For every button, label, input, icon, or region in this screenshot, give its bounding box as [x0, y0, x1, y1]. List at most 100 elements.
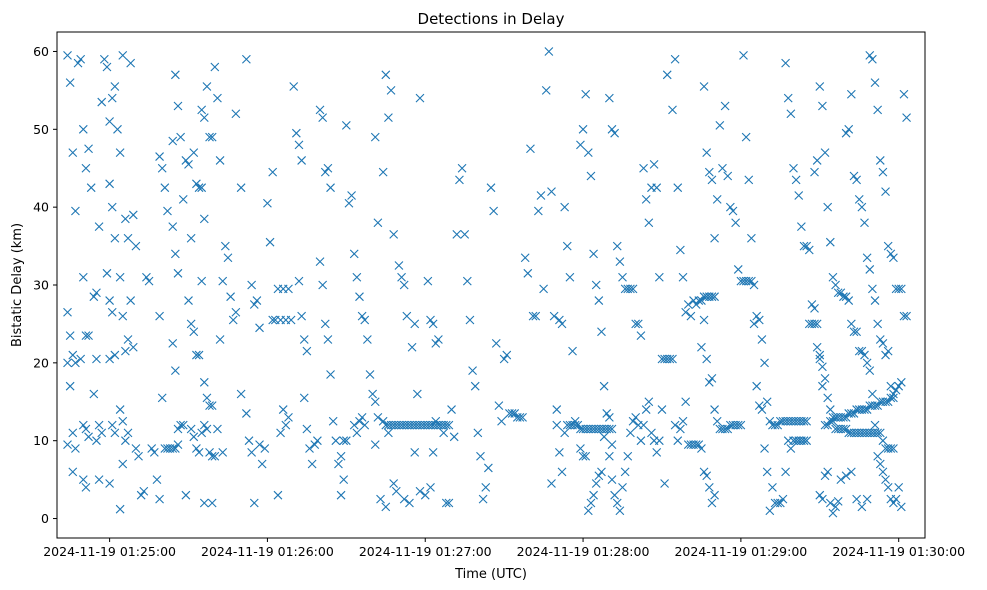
- data-point: [349, 249, 359, 259]
- data-point: [747, 233, 756, 243]
- data-point: [802, 416, 812, 426]
- data-point: [760, 358, 769, 368]
- data-point: [841, 424, 851, 434]
- data-point: [557, 319, 567, 329]
- data-point: [654, 272, 664, 282]
- data-point: [704, 483, 714, 492]
- data-point: [899, 311, 909, 321]
- data-point: [825, 237, 835, 247]
- data-point: [639, 163, 648, 173]
- x-tick-label: 2024-11-19 01:25:00: [43, 544, 176, 559]
- data-point: [675, 424, 685, 434]
- data-point: [760, 444, 769, 453]
- data-point: [583, 506, 593, 516]
- data-point: [618, 483, 627, 492]
- data-point: [65, 78, 75, 87]
- data-point: [68, 148, 78, 158]
- data-point: [815, 354, 825, 364]
- data-point: [68, 428, 78, 438]
- data-point: [636, 331, 646, 340]
- data-point: [576, 140, 585, 150]
- data-point: [228, 315, 238, 325]
- data-point: [444, 498, 454, 508]
- data-point: [536, 191, 546, 200]
- data-point: [889, 253, 898, 263]
- data-point: [147, 444, 157, 453]
- data-point: [376, 494, 385, 504]
- data-point: [526, 144, 535, 154]
- data-point: [120, 214, 130, 224]
- data-point: [115, 405, 125, 414]
- data-point: [841, 292, 851, 302]
- data-point: [565, 272, 575, 282]
- data-point: [846, 319, 856, 329]
- data-point: [139, 486, 149, 496]
- data-point: [825, 416, 835, 426]
- data-point: [670, 420, 680, 430]
- data-point: [247, 447, 257, 457]
- data-point: [752, 311, 762, 321]
- data-point: [639, 420, 648, 430]
- data-point: [886, 381, 896, 391]
- data-point: [865, 50, 875, 60]
- data-point: [889, 444, 898, 453]
- data-point: [796, 222, 806, 232]
- data-point: [468, 366, 477, 376]
- data-point: [168, 222, 178, 232]
- data-point: [302, 346, 312, 356]
- data-point: [197, 105, 207, 115]
- data-point: [455, 175, 464, 185]
- data-point: [434, 335, 443, 344]
- data-point: [202, 424, 212, 434]
- data-point: [71, 358, 80, 368]
- data-point: [373, 218, 383, 228]
- data-point: [94, 222, 104, 232]
- data-point: [199, 420, 209, 430]
- data-point: [552, 405, 562, 414]
- data-point: [615, 506, 625, 516]
- data-point: [828, 272, 838, 282]
- data-point: [173, 268, 183, 278]
- data-point: [170, 444, 180, 453]
- data-point: [73, 58, 83, 68]
- data-point: [470, 381, 480, 391]
- data-point: [791, 175, 801, 185]
- data-point: [426, 315, 435, 325]
- data-point: [431, 416, 441, 426]
- data-point: [168, 338, 178, 348]
- data-point: [825, 405, 835, 414]
- data-point: [489, 206, 499, 216]
- data-point: [786, 109, 796, 119]
- data-point: [373, 412, 383, 422]
- data-point: [105, 479, 114, 488]
- data-point: [110, 82, 120, 91]
- data-point: [157, 393, 167, 403]
- data-point: [257, 459, 267, 469]
- data-point: [334, 459, 343, 469]
- data-point: [628, 284, 638, 294]
- data-point: [494, 401, 504, 411]
- data-point: [839, 412, 848, 422]
- data-point: [781, 58, 790, 68]
- data-point: [102, 62, 112, 72]
- data-point: [120, 436, 130, 446]
- data-point: [476, 451, 485, 461]
- y-tick-label: 50: [33, 122, 49, 137]
- data-point: [626, 284, 635, 294]
- data-point: [747, 276, 756, 286]
- data-point: [754, 315, 764, 325]
- data-point: [313, 436, 322, 446]
- data-point: [589, 249, 598, 259]
- data-point: [573, 420, 583, 430]
- data-point: [818, 381, 827, 391]
- data-point: [541, 85, 551, 95]
- data-point: [668, 354, 677, 364]
- data-point: [157, 163, 167, 173]
- data-point: [886, 393, 896, 403]
- data-point: [854, 194, 864, 204]
- data-point: [118, 416, 128, 426]
- y-axis: 0 10 20 30 40 50 60: [33, 44, 57, 526]
- data-point: [870, 296, 880, 305]
- data-point: [894, 284, 904, 294]
- data-point: [241, 54, 251, 64]
